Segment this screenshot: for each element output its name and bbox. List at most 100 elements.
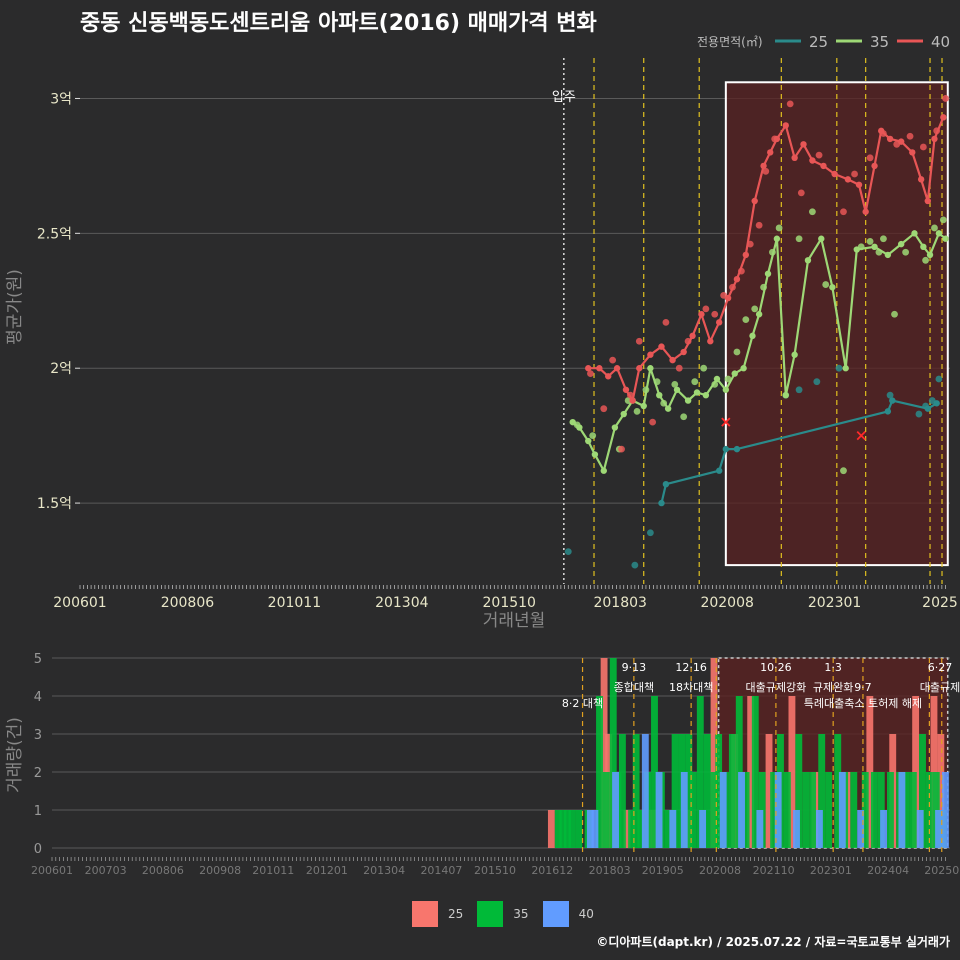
policy-label: 6·27 xyxy=(928,661,953,674)
price-point-35 xyxy=(691,378,699,386)
volume-x-tick-label: 201803 xyxy=(589,864,631,877)
volume-bar-40 xyxy=(591,810,599,848)
price-line-35 xyxy=(572,232,947,472)
price-point-35 xyxy=(751,305,759,313)
volume-bar-35 xyxy=(850,772,858,848)
volume-x-tick-label: 20250 xyxy=(924,864,959,877)
volume-bar-35 xyxy=(861,772,869,848)
main-x-tick-label: 200806 xyxy=(161,595,215,611)
volume-bar-25 xyxy=(788,696,796,848)
price-point-35 xyxy=(880,235,887,243)
volume-x-tick-label: 201304 xyxy=(363,864,405,877)
volume-bar-35 xyxy=(925,772,933,848)
price-point-35 xyxy=(822,281,830,288)
volume-bar-40 xyxy=(898,772,906,848)
volume-bar-25 xyxy=(866,696,874,848)
volume-y-tick-label: 3 xyxy=(34,728,42,743)
policy-label: 규제완화 xyxy=(813,681,853,694)
main-x-tick-label: 201510 xyxy=(483,595,536,611)
cancelled-deal-mark xyxy=(721,417,731,427)
volume-bar-35 xyxy=(710,772,718,848)
price-point-40 xyxy=(866,154,874,162)
volume-x-tick-label: 200601 xyxy=(31,864,73,877)
volume-bar-35 xyxy=(825,772,833,848)
volume-bar-35 xyxy=(715,734,723,848)
volume-bar-40 xyxy=(612,772,619,848)
volume-bar-35 xyxy=(637,810,645,848)
volume-bar-40 xyxy=(756,810,764,848)
price-point-40 xyxy=(840,208,847,216)
price-point-35 xyxy=(808,208,816,216)
price-line-40 xyxy=(588,116,945,402)
price-point-35 xyxy=(891,310,898,318)
volume-y-tick-label: 0 xyxy=(34,842,42,857)
volume-bar-35 xyxy=(685,734,693,848)
main-x-tick-label: 201304 xyxy=(375,595,429,611)
volume-x-tick-label: 202110 xyxy=(753,864,795,877)
volume-bar-25 xyxy=(937,734,945,848)
policy-label: 9·13 xyxy=(622,661,647,674)
price-point-25 xyxy=(564,548,572,556)
volume-bar-25 xyxy=(600,658,608,848)
volume-x-tick-label: 202404 xyxy=(867,864,909,877)
price-point-25 xyxy=(886,391,894,399)
main-y-tick-label: 1.5억 xyxy=(37,496,72,512)
volume-bar-40 xyxy=(586,810,594,848)
volume-bar-25 xyxy=(747,696,755,848)
volume-bar-35 xyxy=(559,810,567,848)
volume-bar-35 xyxy=(651,696,658,848)
volume-bar-35 xyxy=(628,810,636,848)
cancelled-deal-mark xyxy=(856,431,866,441)
volume-legend: 25 35 40 xyxy=(412,901,594,927)
volume-bar-40 xyxy=(699,810,707,848)
volume-x-tick-label: 200806 xyxy=(142,864,184,877)
volume-bar-35 xyxy=(903,772,910,848)
volume-bar-25 xyxy=(710,658,718,848)
volume-x-tick-label: 201011 xyxy=(252,864,294,877)
volume-legend-item-40: 40 xyxy=(542,901,594,927)
volume-bar-40 xyxy=(669,810,677,848)
volume-bar-35 xyxy=(609,658,617,848)
price-point-35 xyxy=(589,432,597,440)
volume-bar-40 xyxy=(916,810,924,848)
policy-label: 18차대책 xyxy=(669,681,713,694)
volume-bar-35 xyxy=(618,734,626,848)
price-point-40 xyxy=(762,167,770,175)
price-point-35 xyxy=(680,413,688,421)
volume-bar-35 xyxy=(919,734,926,848)
volume-bar-35 xyxy=(802,772,810,848)
volume-bar-40 xyxy=(838,772,846,848)
volume-bar-25 xyxy=(623,810,631,848)
policy-label: 특례대출축소 토허제 해제 xyxy=(804,696,922,710)
footer-credit: ©디아파트(dapt.kr) / 2025.07.22 / 자료=국토교통부 실… xyxy=(596,935,950,949)
volume-bar-35 xyxy=(703,734,711,848)
volume-x-tick-label: 201407 xyxy=(420,864,462,877)
volume-x-tick-label: 201510 xyxy=(474,864,516,877)
price-point-35 xyxy=(733,348,741,356)
volume-bar-35 xyxy=(834,734,842,848)
volume-bar-40 xyxy=(738,772,745,848)
volume-bar-35 xyxy=(783,772,791,848)
volume-bar-35 xyxy=(554,810,562,848)
legend-label-35: 35 xyxy=(870,33,889,51)
volume-legend-label-40: 40 xyxy=(578,907,594,921)
price-point-40 xyxy=(851,170,858,178)
volume-bar-25 xyxy=(765,734,773,848)
volume-y-tick-label: 5 xyxy=(34,652,42,667)
volume-policy-lines: 8·2 대책 9·13 종합대책 12·16 18차대책 10·26 대출규제강화 1·3 규제… xyxy=(562,658,960,856)
volume-x-tick-label: 201905 xyxy=(642,864,684,877)
volume-x-tick-label: 200908 xyxy=(199,864,241,877)
price-point-40 xyxy=(906,132,914,140)
volume-bar-40 xyxy=(655,772,663,848)
price-point-35 xyxy=(840,467,847,475)
legend-title: 전용면적(㎡) xyxy=(697,35,763,49)
volume-bar-35 xyxy=(602,772,610,848)
volume-legend-item-35: 35 xyxy=(477,901,529,927)
main-x-tick-label: 202008 xyxy=(700,595,753,611)
price-point-35 xyxy=(931,224,938,232)
main-x-axis-label: 거래년월 xyxy=(483,611,546,631)
volume-bar-40 xyxy=(880,810,888,848)
main-y-tick-label: 2억 xyxy=(50,361,72,377)
volume-y-tick-label: 1 xyxy=(34,804,42,819)
